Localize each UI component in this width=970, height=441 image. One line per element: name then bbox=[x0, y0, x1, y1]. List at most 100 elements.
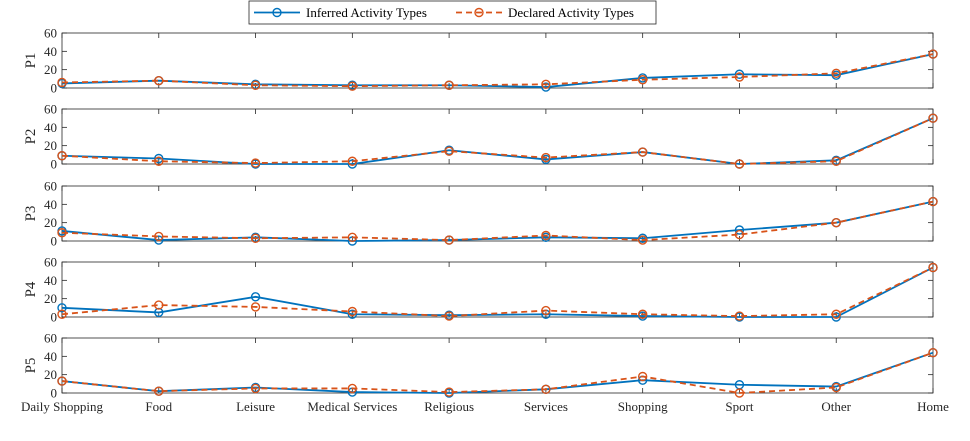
data-point-declared bbox=[541, 384, 551, 395]
panel-label: P3 bbox=[23, 206, 39, 222]
x-category-label: Daily Shopping bbox=[21, 399, 103, 414]
panel-p3: 0 20 40 60 P3 bbox=[23, 179, 938, 249]
data-point-inferred bbox=[831, 312, 841, 322]
data-point-declared bbox=[541, 230, 551, 241]
panel-frame bbox=[61, 108, 934, 165]
data-point-declared bbox=[347, 81, 358, 91]
series-line-inferred bbox=[61, 117, 934, 165]
y-tick-label: 60 bbox=[44, 102, 57, 117]
data-point-declared bbox=[444, 387, 454, 397]
data-point-declared bbox=[637, 75, 648, 85]
series-line-declared bbox=[61, 200, 934, 241]
panel-frame bbox=[61, 337, 934, 394]
data-point-declared bbox=[154, 386, 164, 396]
data-point-declared bbox=[57, 309, 67, 319]
series-line-inferred bbox=[61, 200, 934, 242]
legend-swatch-marker bbox=[474, 7, 484, 18]
data-point-inferred bbox=[734, 69, 745, 79]
y-tick-label: 0 bbox=[51, 310, 58, 325]
y-tick-label: 20 bbox=[44, 291, 57, 306]
data-point-declared bbox=[541, 152, 551, 163]
y-tick-label: 0 bbox=[51, 81, 58, 96]
x-category-label: Food bbox=[145, 399, 172, 414]
data-point-inferred bbox=[541, 82, 551, 92]
data-point-declared bbox=[831, 382, 841, 393]
data-point-declared bbox=[154, 300, 164, 310]
data-point-declared bbox=[637, 309, 648, 319]
y-tick-label: 20 bbox=[44, 367, 57, 382]
chart-panels: 0 20 40 60 P1 0 20 40 60 P2 0 20 40 60 P3 0 20 40 60 P4 0 20 4… bbox=[23, 26, 938, 401]
data-point-declared bbox=[928, 113, 938, 123]
data-point-declared bbox=[250, 302, 261, 312]
panel-label: P4 bbox=[23, 281, 39, 297]
data-point-declared bbox=[154, 231, 164, 242]
series-line-declared bbox=[61, 53, 934, 88]
y-tick-label: 40 bbox=[44, 273, 57, 288]
y-tick-label: 0 bbox=[51, 234, 58, 249]
legend-box bbox=[248, 0, 657, 25]
data-point-declared bbox=[444, 146, 454, 156]
panel-p4: 0 20 40 60 P4 bbox=[23, 255, 938, 325]
data-point-declared bbox=[831, 309, 841, 319]
series-line-declared bbox=[61, 266, 934, 317]
x-category-label: Sport bbox=[725, 399, 754, 414]
x-category-label: Services bbox=[524, 399, 568, 414]
x-category-label: Other bbox=[821, 399, 851, 414]
data-point-declared bbox=[444, 311, 454, 321]
data-point-declared bbox=[250, 233, 261, 243]
data-point-declared bbox=[541, 305, 551, 316]
data-point-declared bbox=[637, 371, 648, 382]
data-point-inferred bbox=[57, 303, 67, 313]
data-point-inferred bbox=[734, 225, 745, 235]
data-point-declared bbox=[250, 80, 261, 90]
y-tick-label: 0 bbox=[51, 157, 58, 172]
data-point-inferred bbox=[154, 235, 164, 245]
panel-label: P1 bbox=[23, 53, 39, 69]
legend: Inferred Activity Types Declared Activity… bbox=[248, 0, 657, 25]
data-point-inferred bbox=[347, 159, 358, 169]
y-tick-label: 60 bbox=[44, 255, 57, 270]
data-point-declared bbox=[444, 235, 454, 245]
panel-p5: 0 20 40 60 P5 bbox=[23, 331, 938, 401]
panel-frame bbox=[61, 32, 934, 89]
data-point-declared bbox=[347, 232, 358, 243]
legend-entry-label: Declared Activity Types bbox=[508, 5, 634, 20]
x-category-label: Leisure bbox=[236, 399, 275, 414]
data-point-declared bbox=[541, 79, 551, 90]
data-point-declared bbox=[734, 388, 745, 398]
panel-frame bbox=[61, 185, 934, 242]
y-tick-label: 60 bbox=[44, 26, 57, 41]
data-point-declared bbox=[928, 49, 938, 59]
data-point-declared bbox=[57, 151, 67, 161]
data-point-declared bbox=[734, 311, 745, 321]
panel-p2: 0 20 40 60 P2 bbox=[23, 102, 938, 172]
legend-entry-label: Inferred Activity Types bbox=[306, 5, 427, 20]
panel-frame bbox=[61, 261, 934, 318]
y-tick-label: 40 bbox=[44, 44, 57, 59]
y-tick-label: 20 bbox=[44, 138, 57, 153]
data-point-inferred bbox=[250, 292, 261, 302]
data-point-declared bbox=[928, 347, 938, 358]
data-point-declared bbox=[57, 376, 67, 386]
data-point-inferred bbox=[347, 309, 358, 319]
data-point-declared bbox=[347, 156, 358, 166]
data-point-declared bbox=[347, 383, 358, 394]
panel-p1: 0 20 40 60 P1 bbox=[23, 26, 938, 96]
x-category-label: Medical Services bbox=[307, 399, 397, 414]
x-axis-category-labels: Daily Shopping Food Leisure Medical Service… bbox=[21, 399, 949, 414]
x-category-label: Shopping bbox=[618, 399, 668, 414]
y-tick-label: 20 bbox=[44, 62, 57, 77]
data-point-inferred bbox=[154, 153, 164, 164]
data-point-declared bbox=[734, 72, 745, 82]
data-point-declared bbox=[734, 229, 745, 240]
x-category-label: Religious bbox=[424, 399, 474, 414]
data-point-declared bbox=[154, 156, 164, 166]
data-point-declared bbox=[250, 383, 261, 394]
data-point-declared bbox=[637, 147, 648, 157]
data-point-declared bbox=[928, 262, 938, 273]
data-point-declared bbox=[831, 68, 841, 79]
panel-label: P5 bbox=[23, 358, 39, 374]
data-point-declared bbox=[347, 306, 358, 317]
data-point-declared bbox=[637, 235, 648, 245]
